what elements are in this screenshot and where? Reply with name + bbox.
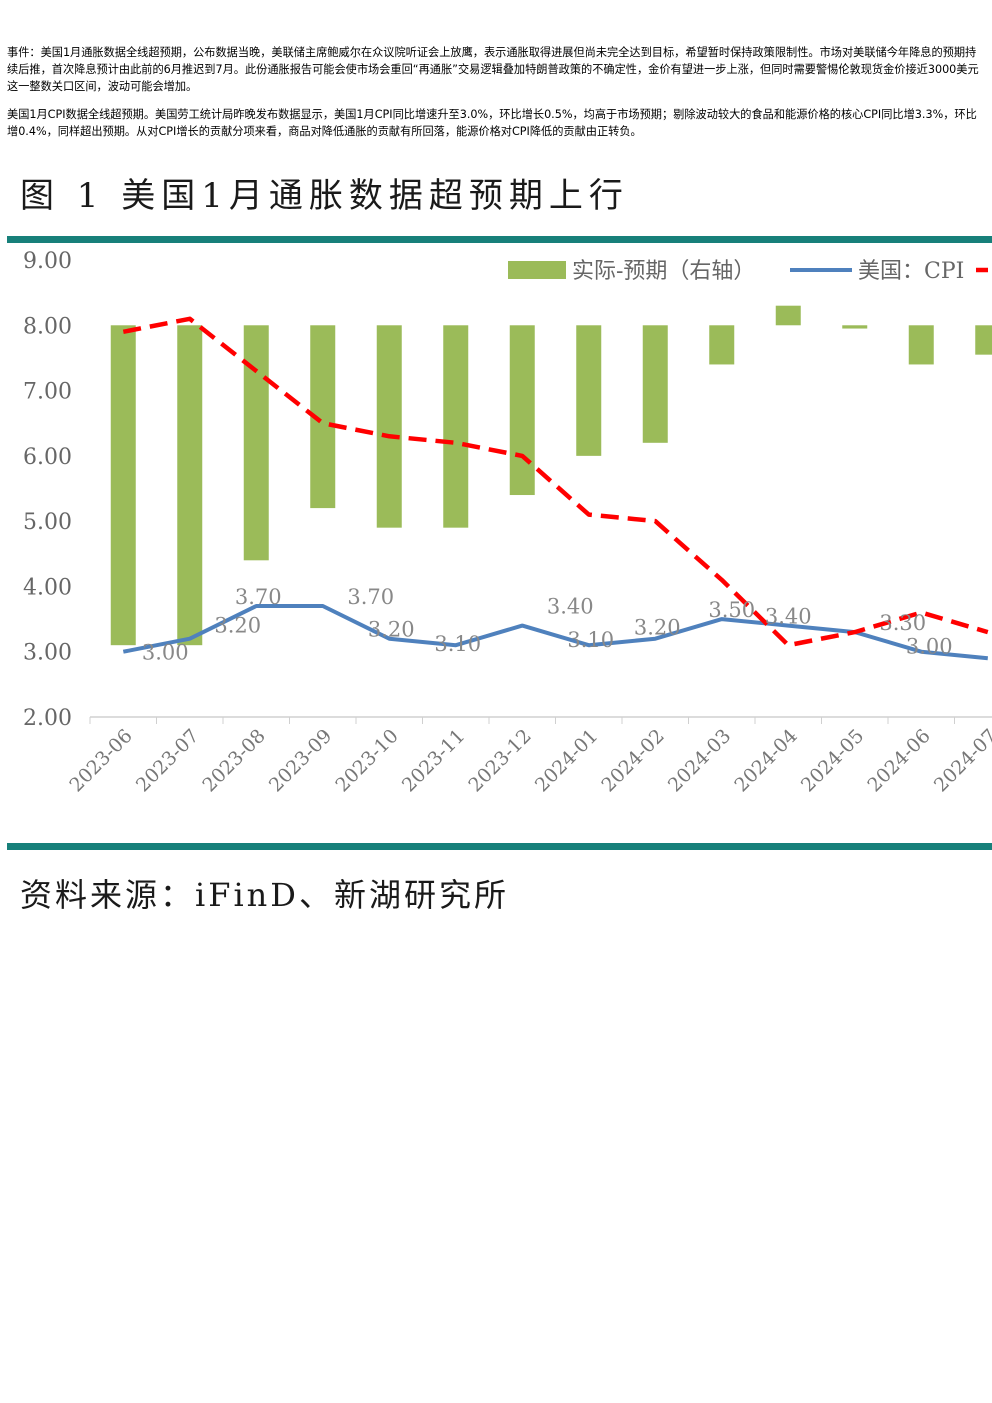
x-tick-label: 2023-11 [398, 725, 469, 796]
cpi-data-label: 3.50 [708, 598, 755, 622]
line-series [122, 316, 989, 661]
bar [576, 325, 602, 456]
intro-paragraph: 事件：美国1月通胀数据全线超预期，公布数据当晚，美联储主席鲍威尔在众议院听证会上… [7, 46, 979, 93]
cpi-data-label: 3.70 [347, 585, 394, 609]
cpi-data-label: 3.10 [434, 632, 481, 656]
x-tick-label: 2023-08 [198, 725, 269, 796]
figure-source: 资料来源：iFinD、新湖研究所 [20, 876, 509, 914]
y-tick-label: 8.00 [23, 314, 72, 339]
bar [842, 325, 868, 329]
data-labels: 3.00 3.20 3.70 3.70 3.20 3.10 3.40 3.10 3.20 3.50… [142, 585, 953, 665]
x-tick-label: 2024-01 [531, 725, 602, 796]
cpi-data-label: 3.40 [765, 605, 812, 629]
y-tick-label: 9.00 [23, 249, 72, 274]
bar [177, 325, 203, 646]
x-tick-label: 2024-06 [863, 725, 934, 796]
cpi-data-label: 3.00 [142, 641, 189, 665]
bar [908, 325, 934, 365]
x-tick-label: 2024-07 [930, 725, 992, 796]
figure-title: 图 1 美国1月通胀数据超预期上行 [20, 176, 629, 216]
cpi-data-label: 3.30 [879, 611, 926, 635]
y-tick-label: 7.00 [23, 380, 72, 405]
bar [975, 325, 992, 355]
cpi-data-label: 3.10 [567, 628, 614, 652]
x-tick-label: 2024-05 [797, 725, 868, 796]
legend-label-bar: 实际-预期（右轴） [572, 259, 755, 284]
bar [709, 325, 735, 365]
y-tick-label: 3.00 [23, 641, 72, 666]
bar [642, 325, 668, 443]
x-tick-label: 2023-07 [132, 725, 203, 796]
cpi-line [122, 604, 988, 661]
x-tick-label: 2023-10 [331, 725, 402, 796]
bar [110, 325, 136, 646]
bar [376, 325, 402, 528]
x-tick-label: 2024-03 [664, 725, 735, 796]
cpi-data-label: 3.20 [214, 614, 261, 638]
dashed-series-line [122, 316, 989, 648]
legend-bar-swatch [508, 261, 566, 279]
cpi-data-label: 3.00 [906, 635, 953, 659]
legend-label-cpi: 美国：CPI [858, 259, 964, 284]
cpi-data-label: 3.20 [368, 618, 415, 642]
x-tick-label: 2024-02 [597, 725, 668, 796]
x-tick-label: 2023-12 [464, 725, 535, 796]
figure-bottom-rule [7, 843, 992, 850]
legend: 实际-预期（右轴） 美国：CPI [508, 259, 992, 284]
y-tick-label: 5.00 [23, 510, 72, 535]
cpi-paragraph: 美国1月CPI数据全线超预期。美国劳工统计局昨晚发布数据显示，美国1月CPI同比… [7, 108, 977, 138]
cpi-data-label: 3.70 [235, 585, 282, 609]
x-tick-label: 2023-06 [65, 725, 136, 796]
cpi-data-label: 3.20 [634, 616, 681, 640]
y-tick-label: 4.00 [23, 575, 72, 600]
figure-top-rule [7, 236, 992, 243]
x-tick-label: 2023-09 [265, 725, 336, 796]
cpi-data-label: 3.40 [547, 595, 594, 619]
bar-series [110, 305, 992, 646]
bar [509, 325, 535, 496]
bar [443, 325, 469, 528]
cpi-chart: 9.008.007.006.005.004.003.002.002023-062… [23, 249, 992, 796]
bar [775, 305, 801, 326]
y-tick-label: 2.00 [23, 706, 72, 731]
y-tick-label: 6.00 [23, 445, 72, 470]
axes: 9.008.007.006.005.004.003.002.002023-062… [23, 249, 992, 796]
x-tick-label: 2024-04 [730, 725, 801, 796]
bar [243, 325, 269, 561]
